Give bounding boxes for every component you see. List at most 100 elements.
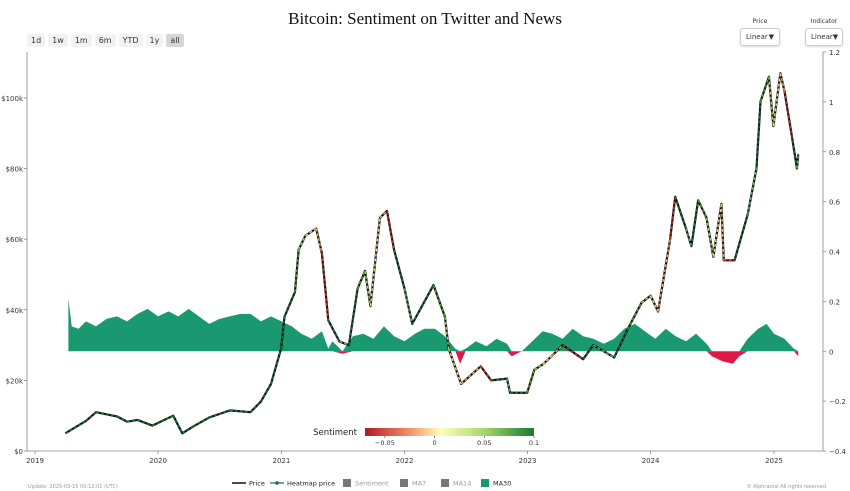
heatmap-price-segment — [393, 249, 406, 289]
chart-title: Bitcoin: Sentiment on Twitter and News — [288, 9, 562, 28]
heatmap-price-segment — [193, 416, 210, 427]
heatmap-price-segment — [712, 203, 723, 257]
legend-item-label: Price — [249, 480, 265, 488]
y-left-tick-label: $80k — [6, 166, 24, 174]
heatmap-price-segment — [533, 363, 544, 371]
heatmap-price-segment — [690, 200, 699, 247]
range-button-1w[interactable]: 1w — [48, 34, 68, 47]
legend-swatch-box — [400, 479, 408, 487]
heatmap-price-segment — [747, 168, 758, 215]
legend-item-label: Heatmap price — [287, 480, 335, 488]
heatmap-price-segment — [116, 415, 128, 423]
heatmap-price-segment — [444, 316, 450, 349]
legend-item-label: MA14 — [453, 480, 471, 488]
y-right-tick-label: 0.8 — [829, 149, 840, 157]
heatmap-price-segment — [582, 344, 594, 360]
heatmap-price-segment — [283, 291, 296, 318]
heatmap-price-segment — [280, 316, 286, 349]
heatmap-price-segment — [697, 200, 708, 219]
range-button-ytd[interactable]: YTD — [118, 34, 143, 47]
y-right-tick-label: 1 — [829, 99, 833, 107]
y-left-tick-label: $100k — [1, 95, 24, 103]
heatmap-price-segment — [480, 365, 492, 381]
legend-swatch-heatmap-dot — [275, 481, 279, 485]
update-timestamp: Update: 2025-03-15 00:12:01 (UTC) — [28, 484, 118, 490]
heatmap-price-segment — [321, 253, 329, 321]
heatmap-price-segment — [772, 73, 782, 127]
sentiment-ma30-positive-area — [68, 298, 799, 352]
heatmap-price-segment — [209, 409, 231, 419]
price-scale-control: Price Linear ▼ — [740, 18, 780, 46]
sentiment-ma30-negative-area — [68, 351, 799, 364]
legend-item-label: MA7 — [412, 480, 426, 488]
range-button-1d[interactable]: 1d — [27, 34, 46, 47]
colorbar-tick-label: 0 — [433, 439, 437, 447]
heatmap-price-segment — [526, 369, 535, 393]
heatmap-price-segment — [755, 101, 762, 169]
x-tick-label: 2019 — [26, 457, 44, 465]
heatmap-price-segment — [249, 401, 262, 413]
heatmap-price-segment — [768, 76, 774, 127]
heatmap-price-segment — [592, 344, 615, 358]
heatmap-price-segment — [229, 409, 251, 413]
range-button-1y[interactable]: 1y — [145, 34, 164, 47]
price-scale-value: Linear — [746, 33, 768, 41]
heatmap-price-segment — [448, 348, 462, 385]
legend-swatch-box — [481, 479, 489, 487]
x-tick-label: 2023 — [519, 457, 537, 465]
heatmap-price-segment — [379, 210, 388, 219]
y-right-tick-label: 0.6 — [829, 199, 841, 207]
indicator-scale-select[interactable]: Linear ▼ — [805, 28, 843, 46]
heatmap-price-segment — [705, 217, 714, 257]
colorbar-label: Sentiment — [313, 428, 358, 438]
y-right-tick-label: 1.2 — [829, 49, 840, 57]
y-right-tick-label: 0.4 — [829, 249, 841, 257]
heatmap-price-segment — [403, 288, 413, 325]
heatmap-price-segment — [650, 295, 659, 312]
heatmap-price-segment — [126, 419, 138, 423]
y-left-tick-label: $40k — [6, 307, 24, 315]
x-tick-label: 2024 — [642, 457, 660, 465]
legend-swatch-box — [343, 479, 351, 487]
y-right-tick-label: 0 — [829, 348, 833, 356]
colorbar-tick-label: 0.1 — [529, 439, 539, 447]
heatmap-price-segment — [674, 196, 687, 229]
heatmap-price-segment — [298, 235, 306, 251]
heatmap-price-segment — [759, 76, 770, 102]
heatmap-price-segment — [65, 420, 87, 434]
price-line — [64, 72, 800, 435]
heatmap-price-segment — [95, 411, 118, 418]
heatmap-price-segment — [796, 154, 799, 169]
range-button-1m[interactable]: 1m — [70, 34, 92, 47]
y-left-tick-label: $60k — [6, 236, 24, 244]
x-tick-label: 2022 — [396, 457, 414, 465]
y-right-tick-label: 0.2 — [829, 298, 840, 306]
colorbar-tick-label: 0.05 — [477, 439, 491, 447]
legend-item-label: MA30 — [493, 480, 511, 488]
chevron-down-icon: ▼ — [832, 33, 839, 41]
x-tick-label: 2020 — [149, 457, 167, 465]
copyright-note: © Alphractal All rights reserved — [746, 484, 826, 490]
heatmap-price-segment — [181, 425, 194, 434]
heatmap-price-segment — [460, 365, 482, 385]
y-right-tick-label: −0.2 — [829, 398, 846, 406]
heatmap-price-segment — [657, 239, 671, 312]
range-selector: 1d 1w 1m 6m YTD 1y all — [27, 34, 184, 47]
indicator-scale-value: Linear — [811, 33, 833, 41]
heatmap-price-segment — [270, 348, 282, 385]
price-scale-select[interactable]: Linear ▼ — [740, 28, 780, 46]
chevron-down-icon: ▼ — [768, 33, 774, 41]
heatmap-price-segment — [432, 284, 446, 318]
colorbar-tick-label: −0.05 — [375, 439, 395, 447]
heatmap-price-segment — [315, 228, 323, 254]
heatmap-price-segment — [386, 210, 395, 250]
y-left-tick-label: $0 — [14, 448, 23, 456]
heatmap-price-segment — [669, 196, 676, 240]
range-button-all[interactable]: all — [166, 34, 184, 47]
range-button-6m[interactable]: 6m — [94, 34, 116, 47]
heatmap-price-segment — [305, 228, 317, 237]
heatmap-price-segment — [137, 419, 153, 427]
heatmap-price-segment — [733, 214, 749, 261]
heatmap-price-segment — [85, 411, 97, 422]
